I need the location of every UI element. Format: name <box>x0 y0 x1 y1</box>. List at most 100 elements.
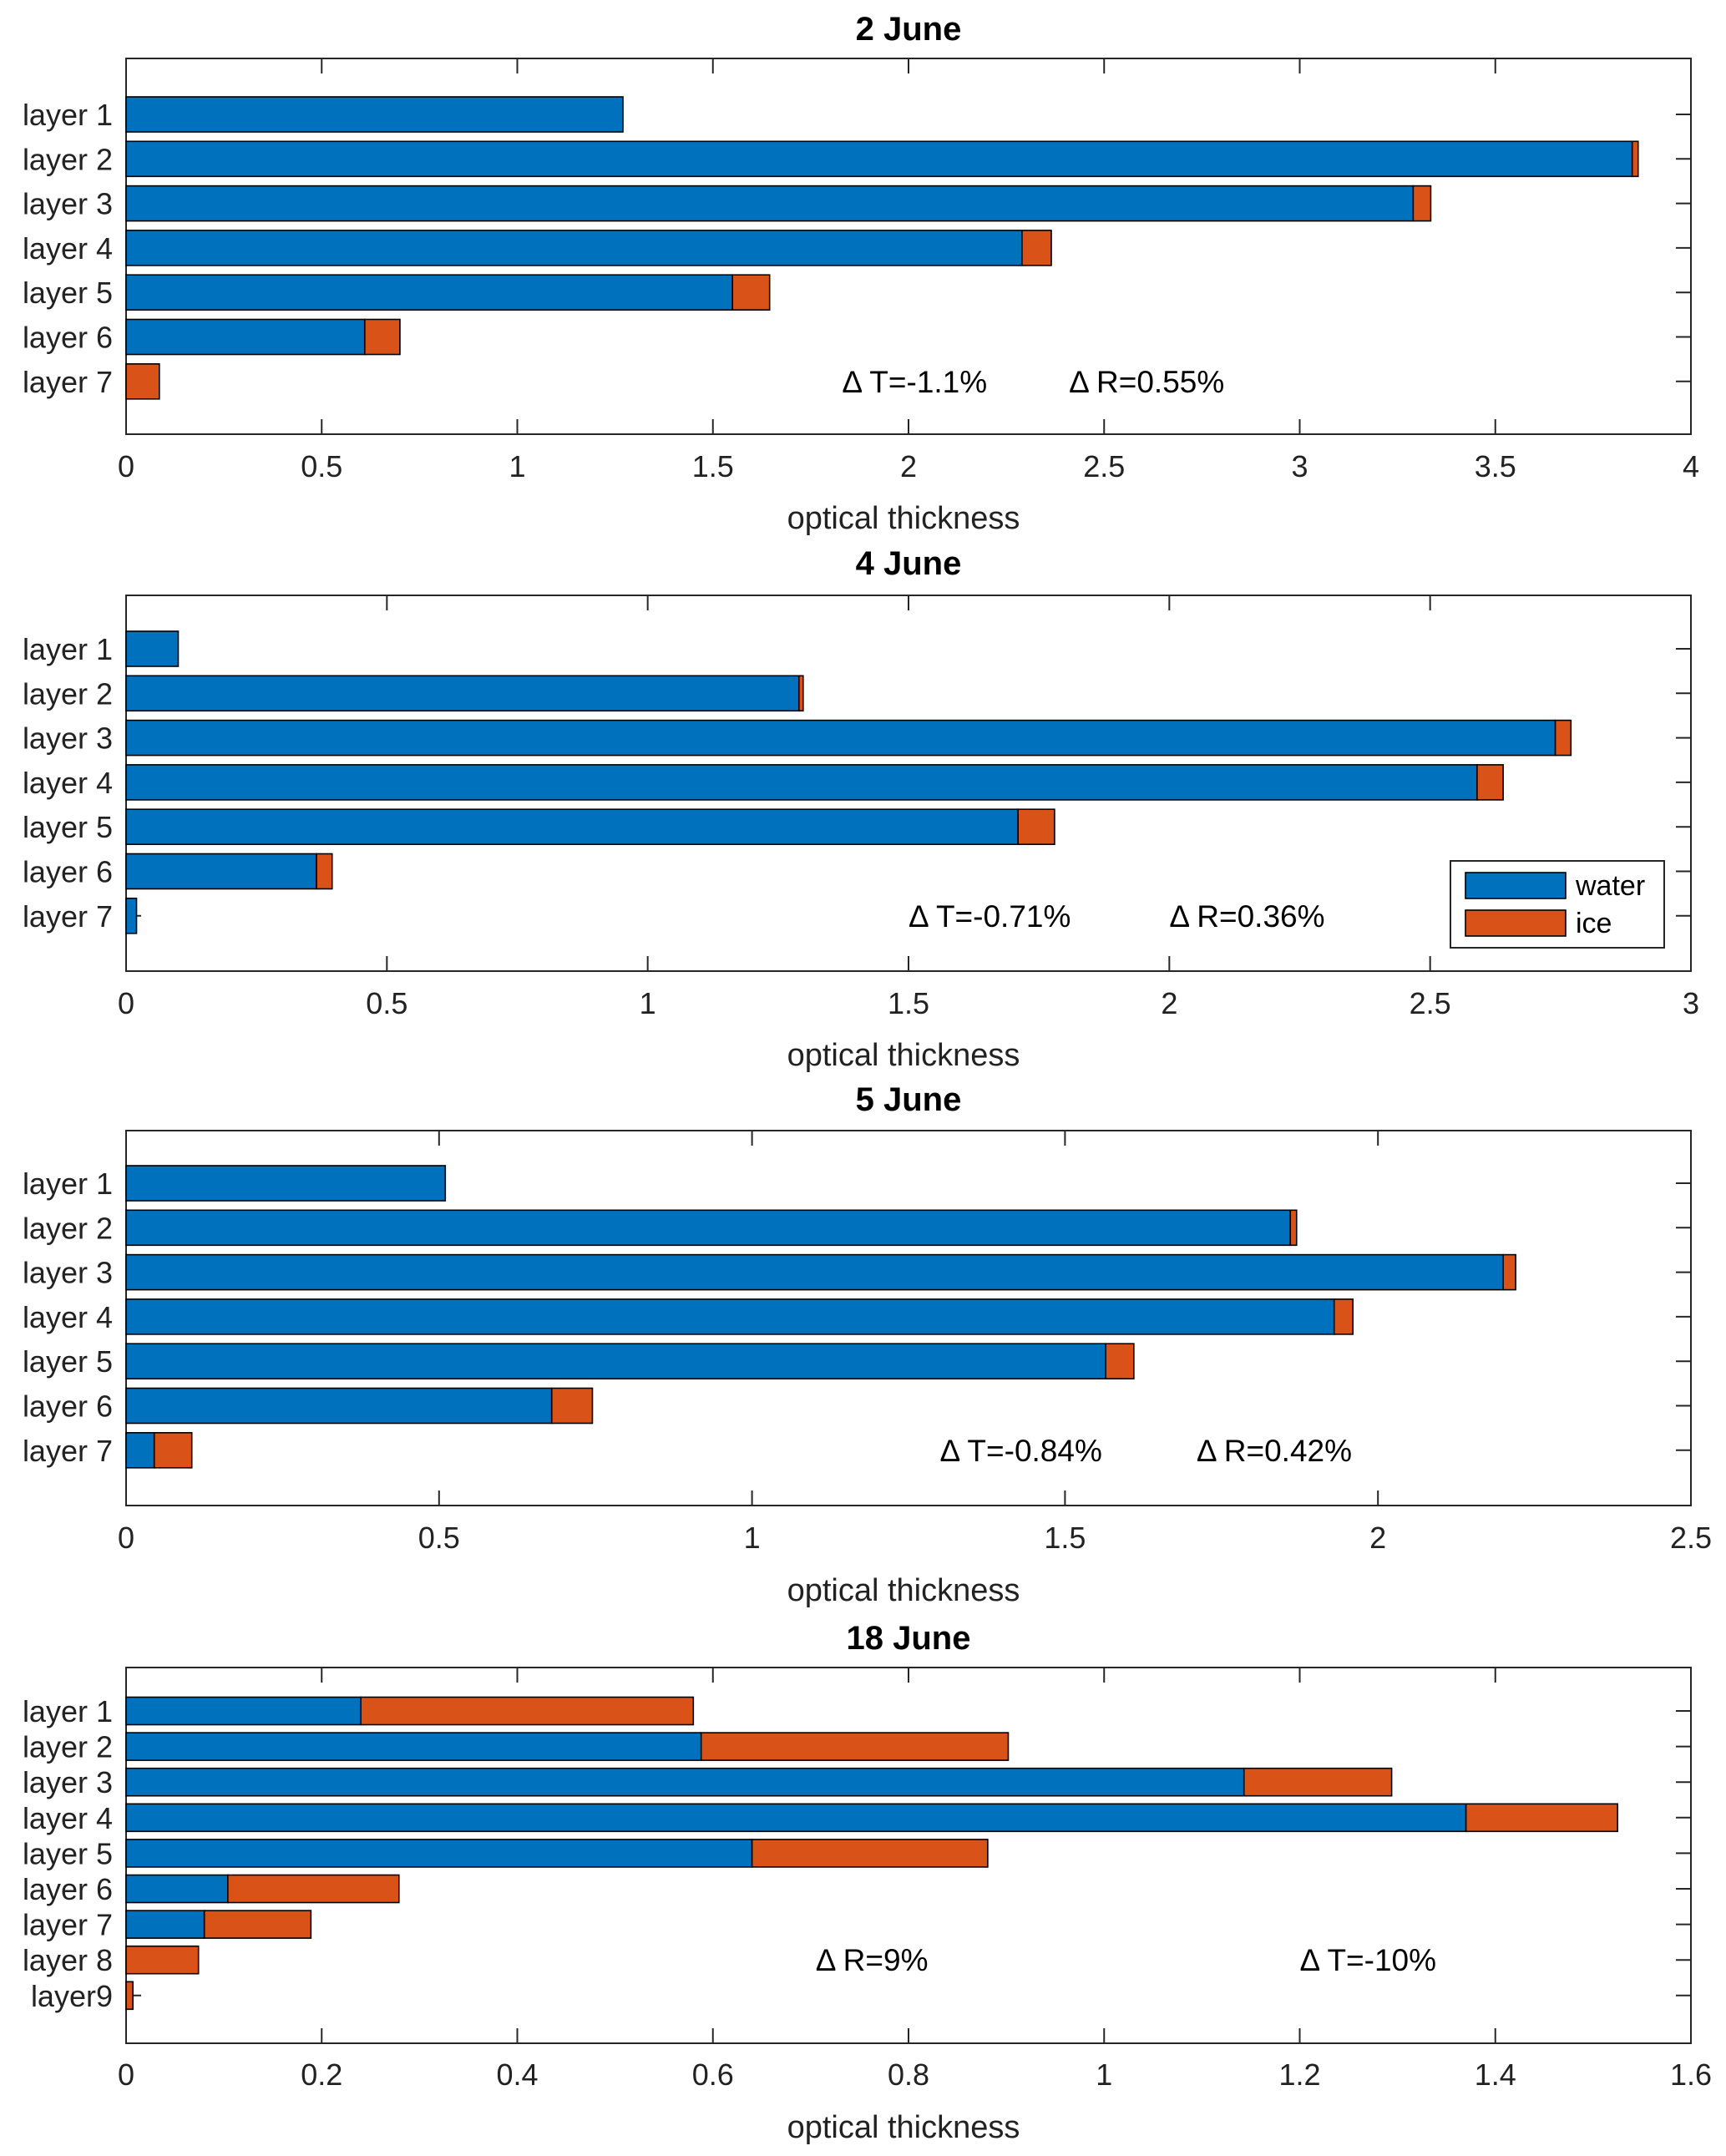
annotation-text: Δ T=-10% <box>1300 1943 1437 1977</box>
chart-panel: 18 June 0 0.2 0.4 0.6 0.8 1 1.2 1.4 1.6 optical th… <box>23 1620 1712 2145</box>
ice-bar <box>227 1874 400 1904</box>
y-tick-label: layer 1 <box>23 1694 113 1728</box>
water-bar <box>125 140 1633 178</box>
x-tick-label: 0 <box>118 449 134 483</box>
ice-bar <box>1502 1253 1516 1291</box>
y-tick-label: layer 4 <box>23 1801 113 1835</box>
ice-bar <box>751 1839 989 1868</box>
chart-panel: 2 June 0 0.5 1 1.5 2 2.5 3 3.5 4 optical thickness… <box>23 11 1699 536</box>
chart-panel: 5 June 0 0.5 1 1.5 2 2.5 optical thickness layer… <box>23 1081 1712 1608</box>
legend-swatch <box>1465 872 1567 899</box>
water-bar <box>125 1767 1245 1797</box>
x-axis-label: optical thickness <box>787 1573 1020 1608</box>
y-tick-label: layer 3 <box>23 187 113 221</box>
ice-bar <box>1243 1767 1393 1797</box>
ice-bar <box>125 1945 200 1975</box>
y-tick-label: layer 4 <box>23 1300 113 1334</box>
x-tick-label: 2.5 <box>1670 1521 1712 1555</box>
x-tick-label: 1 <box>509 449 525 483</box>
x-tick-label: 1.4 <box>1475 2057 1516 2092</box>
water-bar <box>125 675 800 712</box>
y-tick-label: layer 5 <box>23 1836 113 1870</box>
y-tick-label: layer 7 <box>23 1908 113 1942</box>
water-bar <box>125 853 317 890</box>
x-axis-label: optical thickness <box>787 501 1020 536</box>
ice-bar <box>550 1387 594 1425</box>
water-bar <box>125 1298 1335 1335</box>
ice-bar <box>1476 764 1504 801</box>
y-tick-label: layer 3 <box>23 1765 113 1799</box>
y-tick-label: layer 6 <box>23 1389 113 1424</box>
x-tick-label: 2 <box>1369 1521 1386 1555</box>
y-tick-label: layer9 <box>31 1979 113 2013</box>
x-tick-label: 0 <box>118 1521 134 1555</box>
y-tick-label: layer 2 <box>23 1211 113 1245</box>
ice-bar <box>125 362 160 400</box>
x-tick-label: 0.5 <box>301 449 342 483</box>
ice-bar <box>360 1696 695 1726</box>
x-tick-label: 0.5 <box>366 986 407 1020</box>
water-bar <box>125 230 1023 266</box>
ice-bar <box>125 1981 134 2011</box>
ice-bar <box>363 318 401 356</box>
legend-swatch <box>1465 909 1567 937</box>
water-bar <box>125 1696 362 1726</box>
ice-bar <box>1289 1209 1298 1247</box>
x-tick-label: 1.6 <box>1670 2057 1712 2092</box>
x-tick-label: 1 <box>640 986 656 1020</box>
x-tick-label: 2 <box>900 449 917 483</box>
ice-bar <box>1465 1803 1618 1833</box>
x-tick-label: 1 <box>744 1521 761 1555</box>
y-tick-label: layer 6 <box>23 1872 113 1906</box>
water-bar <box>125 630 180 667</box>
water-bar <box>125 1387 553 1425</box>
y-tick-label: layer 5 <box>23 1344 113 1379</box>
ice-bar <box>1021 230 1052 266</box>
water-bar <box>125 1253 1504 1291</box>
x-tick-label: 0 <box>118 986 134 1020</box>
water-bar <box>125 1165 447 1202</box>
legend-label: ice <box>1576 908 1612 939</box>
ice-bar <box>1412 185 1432 222</box>
x-tick-label: 0.2 <box>301 2057 342 2092</box>
annotation-text: Δ T=-1.1% <box>842 365 987 399</box>
ice-bar <box>700 1732 1010 1761</box>
annotation-text: Δ R=0.36% <box>1169 899 1324 934</box>
water-bar <box>125 1432 155 1469</box>
x-tick-label: 0.5 <box>418 1521 460 1555</box>
x-tick-label: 1.2 <box>1278 2057 1320 2092</box>
chart-title: 2 June <box>856 11 962 48</box>
y-tick-label: layer 7 <box>23 1434 113 1468</box>
chart-title: 18 June <box>847 1620 971 1657</box>
ice-bar <box>1333 1298 1354 1335</box>
water-bar <box>125 96 624 133</box>
x-tick-label: 1.5 <box>888 986 929 1020</box>
x-axis-label: optical thickness <box>787 2110 1020 2145</box>
ice-bar <box>203 1910 312 1939</box>
chart-title: 4 June <box>856 545 962 582</box>
x-tick-label: 1.5 <box>692 449 734 483</box>
water-bar <box>125 1874 229 1904</box>
y-tick-label: layer 3 <box>23 721 113 756</box>
annotation-text: Δ T=-0.84% <box>939 1434 1101 1468</box>
x-tick-label: 0.8 <box>888 2057 929 2092</box>
water-bar <box>125 1209 1292 1247</box>
y-tick-label: layer 6 <box>23 855 113 889</box>
water-bar <box>125 764 1478 801</box>
ice-bar <box>1105 1343 1135 1379</box>
y-tick-label: layer 2 <box>23 1730 113 1764</box>
ice-bar <box>731 274 771 311</box>
water-bar <box>125 185 1415 222</box>
y-tick-label: layer 1 <box>23 1167 113 1201</box>
x-tick-label: 4 <box>1683 449 1699 483</box>
x-tick-label: 2 <box>1161 986 1177 1020</box>
water-bar <box>125 318 366 356</box>
water-bar <box>125 274 733 311</box>
y-tick-label: layer 2 <box>23 142 113 176</box>
y-tick-label: layer 5 <box>23 276 113 310</box>
y-tick-label: layer 6 <box>23 321 113 355</box>
water-bar <box>125 1803 1467 1833</box>
x-tick-label: 2.5 <box>1083 449 1125 483</box>
x-axis-label: optical thickness <box>787 1038 1020 1073</box>
